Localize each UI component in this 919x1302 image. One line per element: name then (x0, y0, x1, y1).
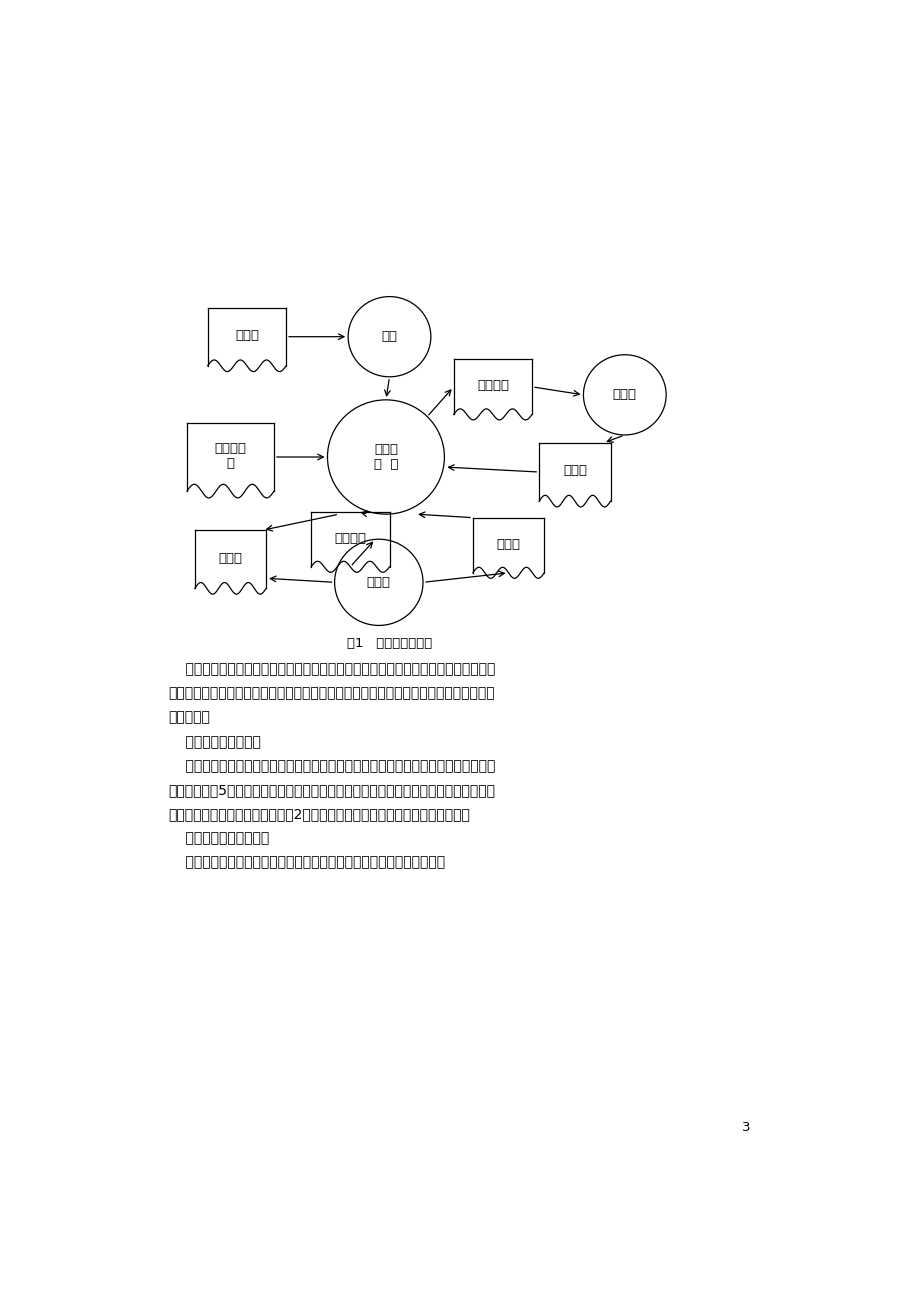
Text: 以上只是业务过程中比较主要的部分，它可以代表超市业务的主要过程，解决好这一: 以上只是业务过程中比较主要的部分，它可以代表超市业务的主要过程，解决好这一 (168, 663, 495, 677)
Text: 3: 3 (741, 1121, 749, 1134)
Text: 各种问题。: 各种问题。 (168, 711, 210, 725)
Text: 为了对数据流程图中的各个元素做出详细说明，由必要建立数据字典。: 为了对数据流程图中的各个元素做出详细说明，由必要建立数据字典。 (168, 855, 445, 868)
Polygon shape (208, 307, 286, 371)
Text: 部分就可以从最基本的业务角度出发，分析出主要数据流程的情况，妥善解决分析阶段的: 部分就可以从最基本的业务角度出发，分析出主要数据流程的情况，妥善解决分析阶段的 (168, 686, 494, 700)
Text: 图1   管理业务流程图: 图1 管理业务流程图 (346, 638, 432, 651)
Polygon shape (539, 443, 610, 506)
Text: 退货单: 退货单 (219, 552, 243, 565)
Polygon shape (187, 423, 274, 497)
Text: 已录入文
件: 已录入文 件 (214, 441, 246, 470)
Polygon shape (311, 512, 389, 573)
Text: 管理分析。相应的系统数据流程图2比较清楚地反应了系统中数据的流动和转换。: 管理分析。相应的系统数据流程图2比较清楚地反应了系统中数据的流动和转换。 (168, 807, 470, 820)
Text: 发货单: 发货单 (496, 538, 520, 551)
Text: 资料管
理  员: 资料管 理 员 (373, 443, 398, 471)
Text: 采购计划: 采购计划 (476, 379, 508, 392)
Text: 发货员: 发货员 (367, 575, 391, 589)
Ellipse shape (327, 400, 444, 514)
Polygon shape (472, 518, 544, 578)
Ellipse shape (335, 539, 423, 625)
Text: 统，它可以由5类处理系统组成，依次为：单据录入，报表生成，汇款汇总，库存管理和: 统，它可以由5类处理系统组成，依次为：单据录入，报表生成，汇款汇总，库存管理和 (168, 783, 495, 797)
Polygon shape (453, 359, 531, 421)
Text: （六）数据流程分析: （六）数据流程分析 (168, 734, 261, 749)
Ellipse shape (583, 354, 665, 435)
Text: 发货计划: 发货计划 (334, 531, 366, 544)
Polygon shape (195, 530, 266, 594)
Text: 根据学子超市组织结构和业务流程的调查分析，可以得到要求开发的学子超市管理系: 根据学子超市组织结构和业务流程的调查分析，可以得到要求开发的学子超市管理系 (168, 759, 495, 773)
Ellipse shape (347, 297, 430, 376)
Text: 进货单: 进货单 (562, 465, 586, 478)
Text: （七）数据字典的定义: （七）数据字典的定义 (168, 831, 269, 845)
Text: 经理: 经理 (381, 331, 397, 344)
Text: 汇款单: 汇款单 (234, 329, 258, 342)
Text: 采购员: 采购员 (612, 388, 636, 401)
